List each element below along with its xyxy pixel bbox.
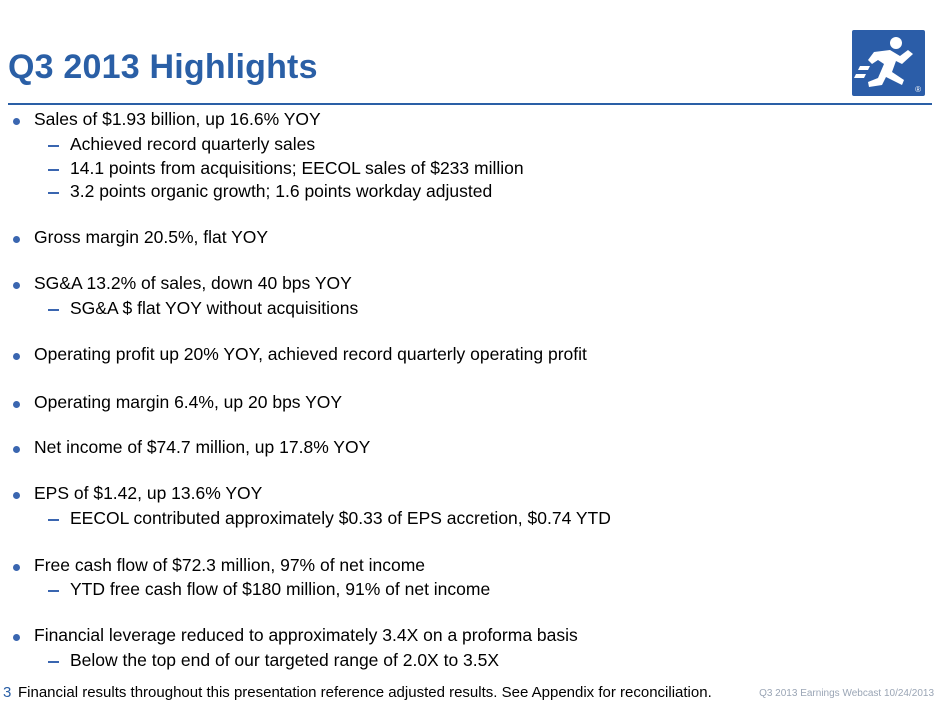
- bullet-dot: [13, 118, 20, 125]
- list-item: Financial leverage reduced to approximat…: [34, 625, 578, 645]
- bullet-dot: [13, 634, 20, 641]
- footnote: Financial results throughout this presen…: [18, 684, 712, 701]
- list-item: Gross margin 20.5%, flat YOY: [34, 227, 269, 247]
- sub-list-item: SG&A $ flat YOY without acquisitions: [70, 298, 359, 318]
- sub-bullet-dash: [48, 169, 59, 171]
- registered-mark: ®: [915, 85, 921, 94]
- sub-list-item: EECOL contributed approximately $0.33 of…: [70, 508, 611, 528]
- list-item: EPS of $1.42, up 13.6% YOY: [34, 483, 263, 503]
- sub-bullet-dash: [48, 145, 59, 147]
- sub-list-item: 14.1 points from acquisitions; EECOL sal…: [70, 158, 524, 178]
- list-item: Operating margin 6.4%, up 20 bps YOY: [34, 392, 343, 412]
- bullet-dot: [13, 353, 20, 360]
- bullet-dot: [13, 564, 20, 571]
- sub-bullet-dash: [48, 192, 59, 194]
- sub-list-item: YTD free cash flow of $180 million, 91% …: [70, 579, 491, 599]
- footer-event-label: Q3 2013 Earnings Webcast 10/24/2013: [759, 688, 934, 699]
- sub-bullet-dash: [48, 519, 59, 521]
- bullet-dot: [13, 446, 20, 453]
- list-item: SG&A 13.2% of sales, down 40 bps YOY: [34, 273, 352, 293]
- sub-bullet-dash: [48, 661, 59, 663]
- title-divider: [8, 103, 932, 105]
- running-man-icon: [854, 37, 913, 87]
- page-number: 3: [3, 684, 12, 701]
- bullet-dot: [13, 492, 20, 499]
- bullet-dot: [13, 236, 20, 243]
- list-item: Sales of $1.93 billion, up 16.6% YOY: [34, 109, 321, 129]
- list-item: Free cash flow of $72.3 million, 97% of …: [34, 555, 426, 575]
- sub-bullet-dash: [48, 590, 59, 592]
- page-title: Q3 2013 Highlights: [8, 48, 318, 86]
- sub-list-item: Achieved record quarterly sales: [70, 134, 316, 154]
- sub-list-item: Below the top end of our targeted range …: [70, 650, 500, 670]
- sub-list-item: 3.2 points organic growth; 1.6 points wo…: [70, 181, 493, 201]
- list-item: Net income of $74.7 million, up 17.8% YO…: [34, 437, 371, 457]
- company-logo: ®: [852, 30, 925, 96]
- bullet-dot: [13, 282, 20, 289]
- sub-bullet-dash: [48, 309, 59, 311]
- list-item: Operating profit up 20% YOY, achieved re…: [34, 344, 587, 364]
- bullet-dot: [13, 401, 20, 408]
